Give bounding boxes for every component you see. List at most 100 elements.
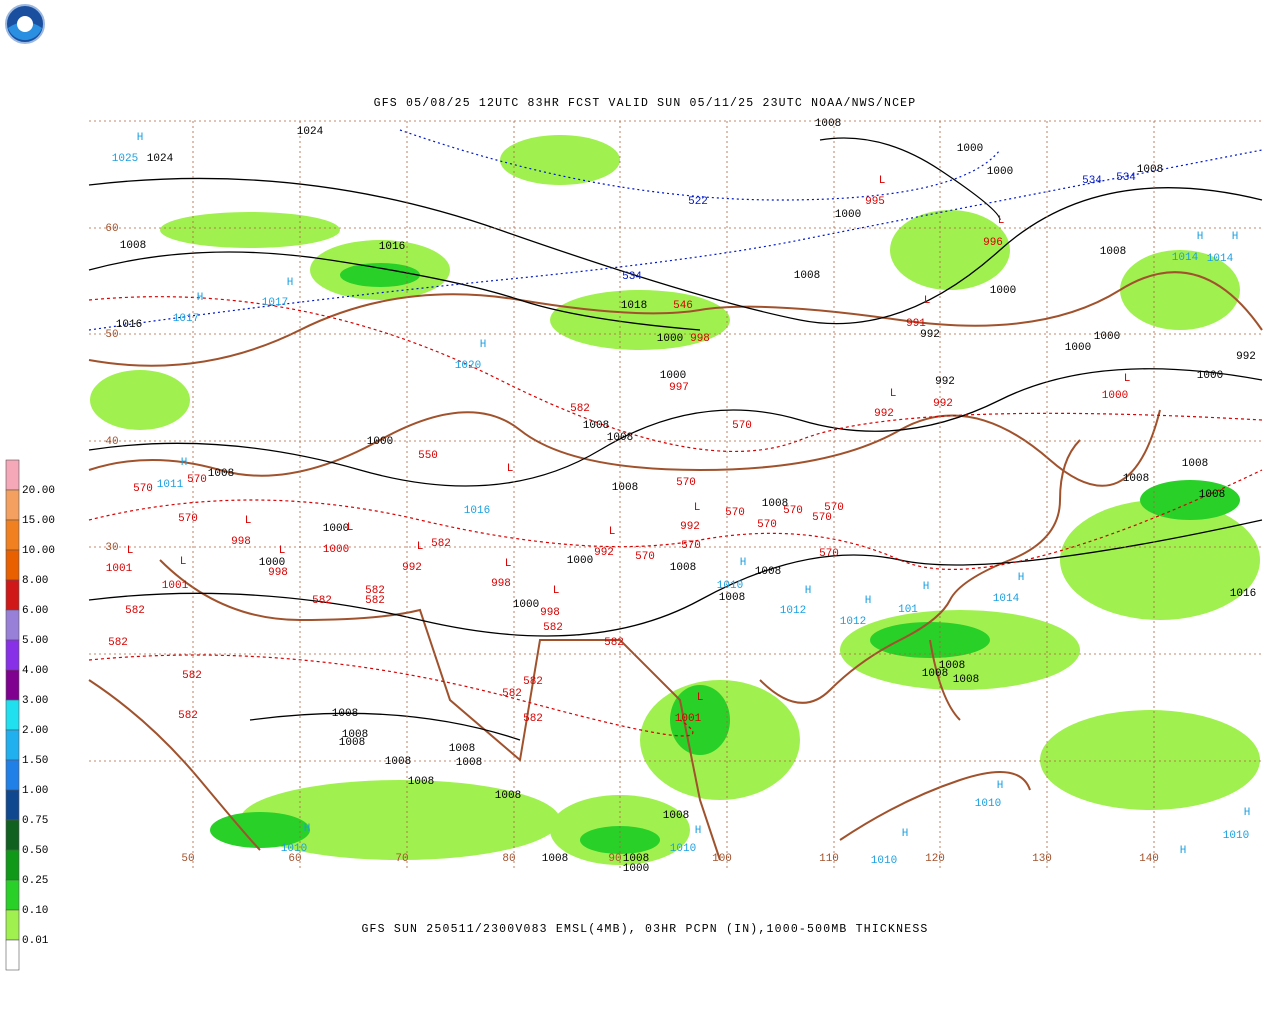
legend-swatch xyxy=(5,819,20,851)
contour-label: 570 xyxy=(676,477,696,489)
pressure-center: L xyxy=(998,215,1005,227)
contour-label: 1020 xyxy=(455,360,481,372)
contour-label: 1000 xyxy=(835,209,861,221)
latitude-label: 50 xyxy=(105,329,118,341)
pressure-center: L xyxy=(609,526,616,538)
contour-label: 1000 xyxy=(1197,370,1223,382)
legend-swatch xyxy=(5,669,20,701)
precip-legend: 20.00 15.00 10.00 8.00 6.00 5.00 4.00 3.00 2.00 1… xyxy=(5,459,55,971)
contour-label: 1000 xyxy=(660,370,686,382)
contour-label: 1008 xyxy=(449,743,475,755)
latitude-label: 40 xyxy=(105,436,118,448)
contour-label: 991 xyxy=(906,318,926,330)
contour-label: 1008 xyxy=(953,674,979,686)
contour-label: 582 xyxy=(523,676,543,688)
pressure-center: H xyxy=(740,557,747,569)
contour-label: 1008 xyxy=(1182,458,1208,470)
contour-label: 1001 xyxy=(675,713,702,725)
legend-swatch xyxy=(5,729,20,761)
pressure-center: H xyxy=(197,292,204,304)
contour-label: 570 xyxy=(133,483,153,495)
pressure-center: H xyxy=(1018,572,1025,584)
contour-label: 1008 xyxy=(583,420,609,432)
contour-label: 1000 xyxy=(1094,331,1120,343)
pressure-center: L xyxy=(180,556,187,568)
contour-label: 534 xyxy=(1116,172,1136,184)
legend-swatch xyxy=(5,609,20,641)
contour-label: 1001 xyxy=(162,580,189,592)
pressure-center: H xyxy=(1232,231,1239,243)
legend-swatch xyxy=(5,549,20,581)
contour-label: 570 xyxy=(187,474,207,486)
legend-label: 3.00 xyxy=(22,695,48,707)
contour-label: 1008 xyxy=(120,240,146,252)
pressure-center: L xyxy=(924,295,931,307)
contour-label: 998 xyxy=(540,607,560,619)
contour-label: 570 xyxy=(824,502,844,514)
contour-label: 582 xyxy=(570,403,590,415)
pressure-center: H xyxy=(865,595,872,607)
contour-label: 1008 xyxy=(719,592,745,604)
contour-label: 546 xyxy=(673,300,693,312)
contour-label: 998 xyxy=(491,578,511,590)
contour-label: 1010 xyxy=(717,580,743,592)
contour-label: 1008 xyxy=(922,668,948,680)
contour-label: 1008 xyxy=(495,790,521,802)
pressure-center: H xyxy=(923,581,930,593)
legend-label: 8.00 xyxy=(22,575,48,587)
contour-label: 1008 xyxy=(456,757,482,769)
contour-label: 1010 xyxy=(871,855,897,867)
contour-label: 1000 xyxy=(513,599,539,611)
contour-label: 582 xyxy=(125,605,145,617)
longitude-label: 80 xyxy=(502,853,515,865)
noaa-logo xyxy=(5,4,45,44)
latitude-label: 60 xyxy=(105,223,118,235)
contour-label: 1008 xyxy=(342,729,368,741)
pressure-center: H xyxy=(695,825,702,837)
contour-label: 1024 xyxy=(147,153,174,165)
legend-label: 2.00 xyxy=(22,725,48,737)
contour-label: 522 xyxy=(688,196,708,208)
legend-swatch xyxy=(5,639,20,671)
contour-label: 1017 xyxy=(173,313,199,325)
contour-label: 1008 xyxy=(1137,164,1163,176)
legend-label: 5.00 xyxy=(22,635,48,647)
contour-label: 1014 xyxy=(1207,253,1234,265)
contour-label: 1010 xyxy=(670,843,696,855)
contour-label: 1016 xyxy=(464,505,490,517)
contour-label: 582 xyxy=(431,538,451,550)
contour-label: 1008 xyxy=(208,468,234,480)
pressure-center: L xyxy=(890,388,897,400)
pressure-center: H xyxy=(997,780,1004,792)
legend-label: 10.00 xyxy=(22,545,55,557)
legend-label: 4.00 xyxy=(22,665,48,677)
longitude-label: 90 xyxy=(608,853,621,865)
contour-label: 1010 xyxy=(1223,830,1249,842)
contour-label: 992 xyxy=(935,376,955,388)
contour-label: 1008 xyxy=(542,853,568,865)
legend-swatch xyxy=(5,939,20,971)
coastlines xyxy=(88,271,1263,861)
latitude-label: 30 xyxy=(105,542,118,554)
contour-label: 1000 xyxy=(623,863,649,875)
contour-label: 570 xyxy=(178,513,198,525)
contour-label: 582 xyxy=(604,637,624,649)
contour-label: 1001 xyxy=(106,563,133,575)
contour-label: 570 xyxy=(732,420,752,432)
contour-label: 101 xyxy=(898,604,918,616)
map-area: 50 60 70 80 90 100 110 120 130 140 60 50 40 30 1024 10… xyxy=(88,118,1263,875)
longitude-label: 110 xyxy=(819,853,839,865)
contour-label: 534 xyxy=(1082,175,1102,187)
contour-label: 1008 xyxy=(332,708,358,720)
longitude-label: 130 xyxy=(1032,853,1052,865)
legend-label: 20.00 xyxy=(22,485,55,497)
legend-swatch xyxy=(5,789,20,821)
legend-swatch xyxy=(5,699,20,731)
contour-label: 582 xyxy=(312,595,332,607)
contour-label: 582 xyxy=(178,710,198,722)
contour-label: 998 xyxy=(231,536,251,548)
contour-label: 570 xyxy=(725,507,745,519)
pressure-center: H xyxy=(137,132,144,144)
contour-label: 1011 xyxy=(157,479,184,491)
